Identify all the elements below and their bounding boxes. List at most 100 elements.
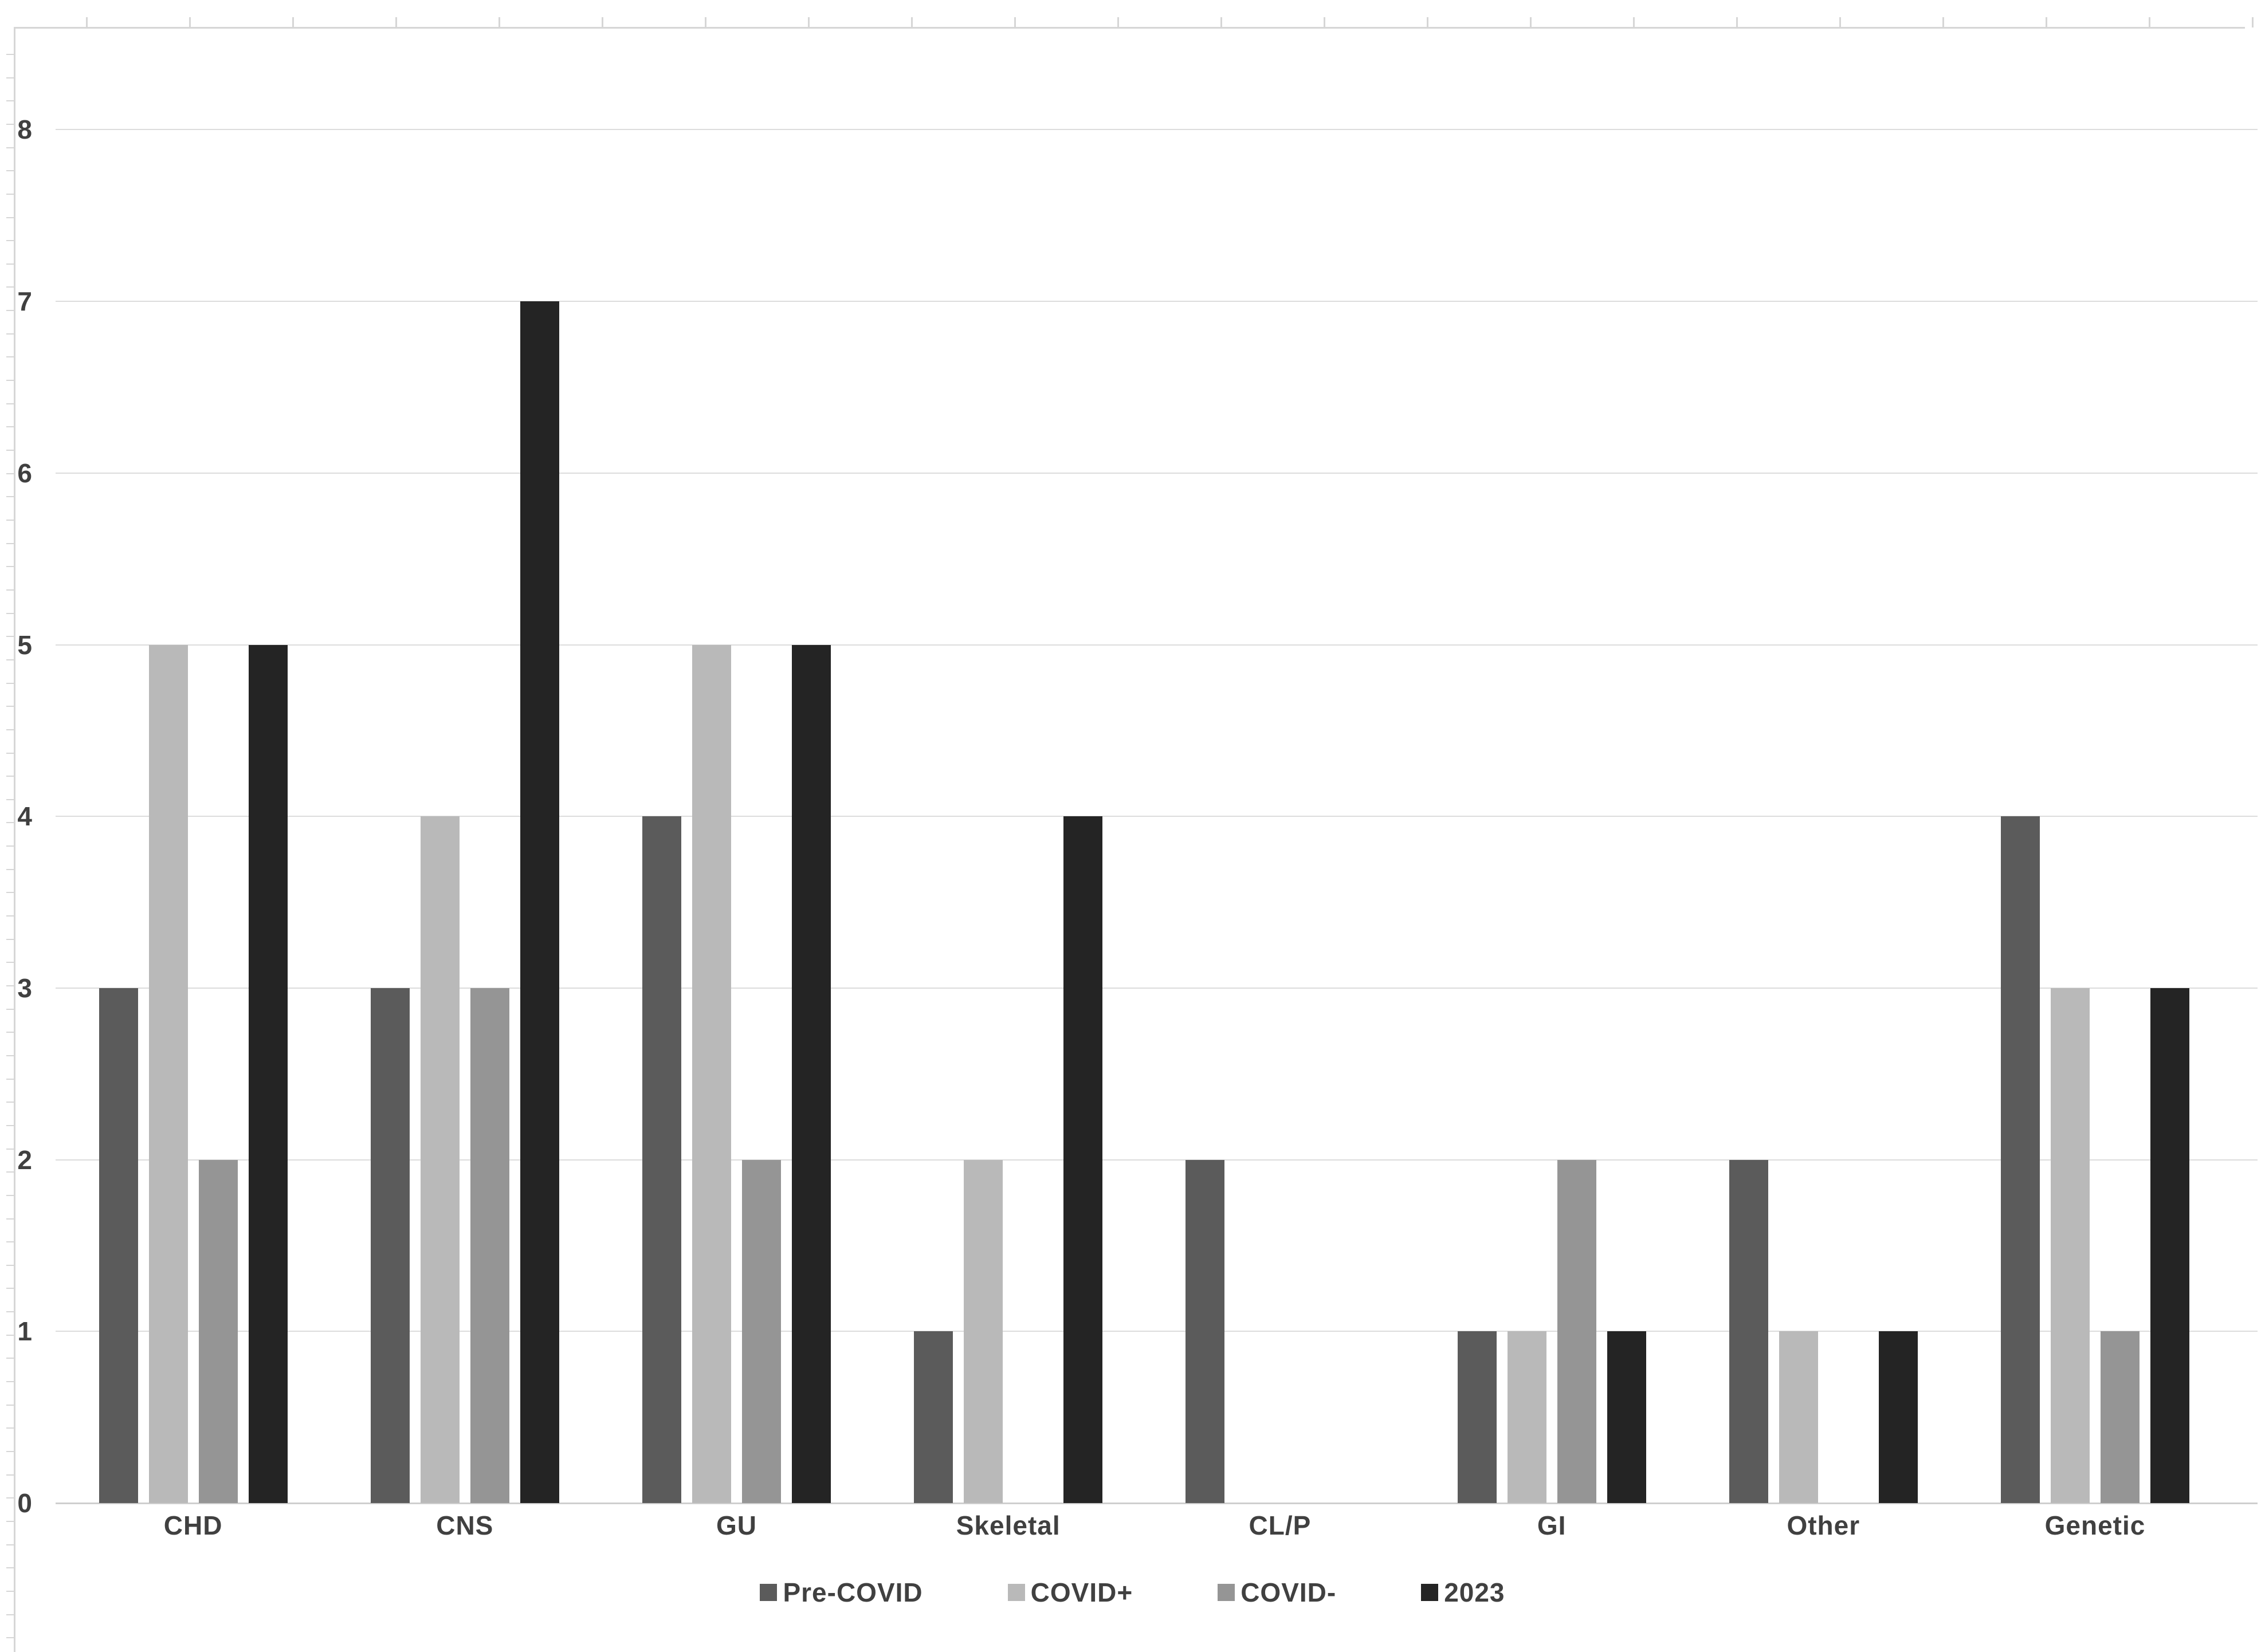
y-axis-minor-tick xyxy=(6,1195,14,1196)
bar-COVID+-CNS xyxy=(420,816,460,1503)
x-axis-top-tick xyxy=(1633,17,1635,27)
y-axis-minor-tick xyxy=(6,496,14,497)
bar-COVID--GU xyxy=(742,1159,781,1503)
y-axis-minor-tick xyxy=(6,1474,14,1476)
y-axis-minor-tick xyxy=(6,659,14,660)
bar-Pre-COVID-CL/P xyxy=(1186,1159,1225,1503)
y-axis-minor-tick xyxy=(6,1427,14,1429)
gridline xyxy=(56,816,2258,817)
y-axis-minor-tick xyxy=(6,543,14,544)
bar-COVID+-GI xyxy=(1507,1331,1546,1503)
legend-swatch-icon xyxy=(1007,1584,1025,1601)
y-axis-minor-tick xyxy=(6,729,14,730)
y-axis-minor-tick xyxy=(6,1521,14,1522)
x-axis-top-tick xyxy=(911,17,913,27)
y-axis-label: 3 xyxy=(17,973,32,1003)
x-axis-top-tick xyxy=(1220,17,1222,27)
bar-COVID--CHD xyxy=(198,1159,238,1503)
y-axis-minor-tick xyxy=(6,356,14,357)
legend-swatch-icon xyxy=(1218,1584,1235,1601)
y-axis-minor-tick xyxy=(6,613,14,614)
y-axis-minor-tick xyxy=(6,1009,14,1010)
plot-top-border xyxy=(14,27,2245,29)
y-axis-minor-tick xyxy=(6,1102,14,1103)
bar-2023-CNS xyxy=(520,301,559,1503)
bar-2023-Other xyxy=(1878,1331,1918,1503)
gridline xyxy=(56,472,2258,474)
x-axis-top-tick xyxy=(86,17,88,27)
bar-Pre-COVID-GI xyxy=(1457,1331,1497,1503)
y-axis-minor-tick xyxy=(6,589,14,591)
y-axis-minor-tick xyxy=(6,194,14,195)
bar-COVID+-Genetic xyxy=(2051,988,2090,1503)
bar-2023-GU xyxy=(792,644,831,1503)
y-axis-minor-tick xyxy=(6,1451,14,1452)
y-axis-line xyxy=(14,27,15,1652)
y-axis-minor-tick xyxy=(6,683,14,684)
x-axis-top-tick xyxy=(808,17,810,27)
y-axis-minor-tick xyxy=(6,753,14,754)
y-axis-label: 5 xyxy=(17,630,32,660)
legend-item-Pre-COVID: Pre-COVID xyxy=(760,1577,923,1608)
bar-Pre-COVID-Skeletal xyxy=(914,1331,953,1503)
y-axis-minor-tick xyxy=(6,1591,14,1592)
y-axis-minor-tick xyxy=(6,1614,14,1615)
legend-item-COVID-: COVID- xyxy=(1218,1577,1336,1608)
y-axis-minor-tick xyxy=(6,706,14,707)
bar-2023-CHD xyxy=(248,644,288,1503)
y-axis-minor-tick xyxy=(6,520,14,521)
y-axis-minor-tick xyxy=(6,1544,14,1545)
gridline xyxy=(56,301,2258,302)
y-axis-minor-tick xyxy=(6,1497,14,1498)
legend-swatch-icon xyxy=(760,1584,778,1601)
y-axis-minor-tick xyxy=(6,1381,14,1382)
y-axis-minor-tick xyxy=(6,1055,14,1056)
x-axis-top-tick xyxy=(1117,17,1119,27)
y-axis-minor-tick xyxy=(6,170,14,171)
y-axis-minor-tick xyxy=(6,403,14,404)
y-axis-minor-tick xyxy=(6,776,14,777)
y-axis-minor-tick xyxy=(6,333,14,335)
x-axis-top-tick xyxy=(292,17,294,27)
y-axis-minor-tick xyxy=(6,1218,14,1220)
y-axis-minor-tick xyxy=(6,985,14,986)
y-axis-minor-tick xyxy=(6,426,14,427)
legend-label: Pre-COVID xyxy=(783,1578,923,1607)
category-label: Genetic xyxy=(2044,1511,2146,1540)
gridline xyxy=(56,1159,2258,1161)
y-axis-minor-tick xyxy=(6,1079,14,1080)
y-axis-minor-tick xyxy=(6,1265,14,1266)
y-axis-minor-tick xyxy=(6,822,14,823)
y-axis-minor-tick xyxy=(6,869,14,870)
bar-2023-Skeletal xyxy=(1063,816,1103,1503)
legend-item-COVID+: COVID+ xyxy=(1007,1577,1133,1608)
x-axis-top-tick xyxy=(602,17,603,27)
y-axis-label: 8 xyxy=(17,115,32,145)
bar-COVID--Genetic xyxy=(2101,1331,2140,1503)
y-axis-minor-tick xyxy=(6,799,14,800)
bar-COVID--CNS xyxy=(470,988,509,1503)
legend-label: COVID- xyxy=(1241,1578,1337,1607)
x-axis-top-tick xyxy=(1736,17,1738,27)
x-axis-top-tick xyxy=(2046,17,2047,27)
y-axis-minor-tick xyxy=(6,450,14,451)
bar-COVID+-CHD xyxy=(148,644,188,1503)
y-axis-label: 2 xyxy=(17,1144,32,1175)
category-label: CL/P xyxy=(1249,1511,1312,1540)
bar-COVID+-GU xyxy=(692,644,731,1503)
gridline xyxy=(56,987,2258,989)
x-axis-top-tick xyxy=(1427,17,1428,27)
bar-Pre-COVID-Genetic xyxy=(2001,816,2040,1503)
y-axis-minor-tick xyxy=(6,380,14,381)
y-axis-minor-tick xyxy=(6,310,14,311)
legend-label: 2023 xyxy=(1444,1578,1505,1607)
y-axis-label: 0 xyxy=(17,1488,32,1518)
x-axis-top-tick xyxy=(1530,17,1532,27)
category-label: GU xyxy=(716,1511,757,1540)
x-axis-top-tick xyxy=(1839,17,1841,27)
